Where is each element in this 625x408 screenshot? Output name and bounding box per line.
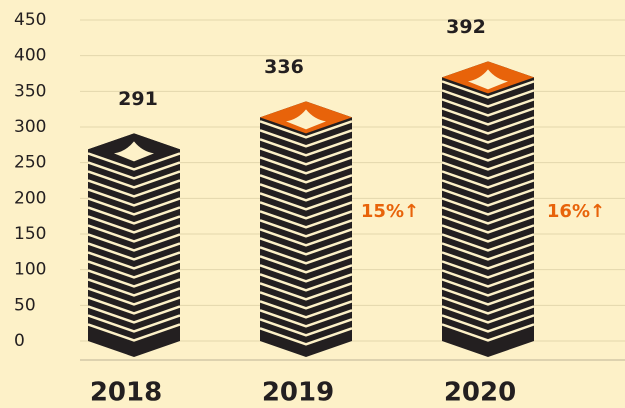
- page-curl: [468, 69, 508, 90]
- y-tick-label: 100: [14, 260, 46, 280]
- y-tick-label: 400: [14, 46, 46, 66]
- book-stripe: [259, 156, 353, 175]
- book-stripe: [441, 197, 535, 216]
- y-tick-label: 50: [14, 295, 36, 315]
- y-tick-label: 350: [14, 81, 46, 101]
- book-stripe: [87, 323, 181, 342]
- book-stripe: [441, 296, 535, 315]
- book-stripe: [87, 260, 181, 279]
- book-stripe: [87, 215, 181, 234]
- value-label: 392: [446, 16, 486, 38]
- book-stripe: [441, 98, 535, 117]
- book-stripe: [259, 327, 353, 346]
- book-stripe: [259, 219, 353, 238]
- book-stripe: [441, 314, 535, 333]
- book-stripe: [441, 179, 535, 198]
- book-stripe: [259, 174, 353, 193]
- y-tick-label: 150: [14, 224, 46, 244]
- book-stripe: [259, 165, 353, 184]
- book-stripe: [259, 210, 353, 229]
- book-stripe: [441, 251, 535, 270]
- book-stripe: [87, 287, 181, 306]
- book-stripe: [259, 291, 353, 310]
- book-stripe: [259, 300, 353, 319]
- book-stripe: [441, 125, 535, 144]
- book-stripe: [87, 314, 181, 333]
- book-stripe: [87, 305, 181, 324]
- x-tick-label: 2020: [444, 378, 516, 408]
- book-stripe: [87, 152, 181, 171]
- book-stripe: [441, 80, 535, 99]
- book-stripe: [259, 309, 353, 328]
- book-stripe: [441, 287, 535, 306]
- book-stripe: [441, 170, 535, 189]
- book-stripe: [259, 318, 353, 337]
- book-stripe: [87, 188, 181, 207]
- book-stripe: [259, 129, 353, 148]
- y-tick-label: 250: [14, 153, 46, 173]
- book-stripe: [441, 107, 535, 126]
- book-stripe: [87, 161, 181, 180]
- book-stripe: [441, 278, 535, 297]
- y-tick-label: 300: [14, 117, 46, 137]
- book-stripe: [87, 170, 181, 189]
- book-stripe: [259, 282, 353, 301]
- book-stripe: [441, 242, 535, 261]
- book-stripe: [87, 296, 181, 315]
- book-stripe: [441, 305, 535, 324]
- book-stripe: [441, 188, 535, 207]
- book-stripe: [259, 246, 353, 265]
- y-tick-label: 450: [14, 10, 46, 30]
- book-stripe: [441, 143, 535, 162]
- book-stripe: [259, 192, 353, 211]
- bar: [260, 101, 352, 357]
- book-stripe: [259, 255, 353, 274]
- book-stripe: [87, 233, 181, 252]
- book-stripe: [259, 201, 353, 220]
- book-stripe: [441, 323, 535, 342]
- book-stripe: [87, 269, 181, 288]
- book-stripe: [441, 152, 535, 171]
- book-stripe: [259, 183, 353, 202]
- annotation: 16%↑: [547, 201, 605, 222]
- book-stripe: [259, 147, 353, 166]
- book-stripe: [87, 278, 181, 297]
- y-tick-label: 0: [14, 331, 25, 351]
- book-stripe: [441, 134, 535, 153]
- book-stripe: [441, 260, 535, 279]
- page-curl: [286, 109, 326, 130]
- x-tick-label: 2019: [262, 378, 334, 408]
- page-curl: [114, 141, 154, 162]
- y-tick-label: 200: [14, 188, 46, 208]
- book-stripe: [441, 161, 535, 180]
- book-stripe: [87, 197, 181, 216]
- book-stripe: [87, 251, 181, 270]
- book-stripe: [259, 273, 353, 292]
- book-stripe: [441, 233, 535, 252]
- book-stripe: [87, 224, 181, 243]
- book-stripe: [441, 116, 535, 135]
- book-stripe: [259, 264, 353, 283]
- book-stripe: [87, 179, 181, 198]
- value-label: 291: [118, 88, 158, 110]
- value-label: 336: [264, 56, 304, 78]
- x-tick-label: 2018: [90, 378, 162, 408]
- book-stripe: [87, 206, 181, 225]
- book-stripe: [441, 215, 535, 234]
- book-stripe: [441, 206, 535, 225]
- book-stripe: [441, 269, 535, 288]
- book-stripe: [87, 242, 181, 261]
- book-stripe: [259, 138, 353, 157]
- book-stripe: [259, 237, 353, 256]
- book-stripe: [259, 228, 353, 247]
- book-stripe: [441, 224, 535, 243]
- book-stripe: [441, 89, 535, 108]
- annotation: 15%↑: [361, 201, 419, 222]
- book-stripe: [259, 120, 353, 139]
